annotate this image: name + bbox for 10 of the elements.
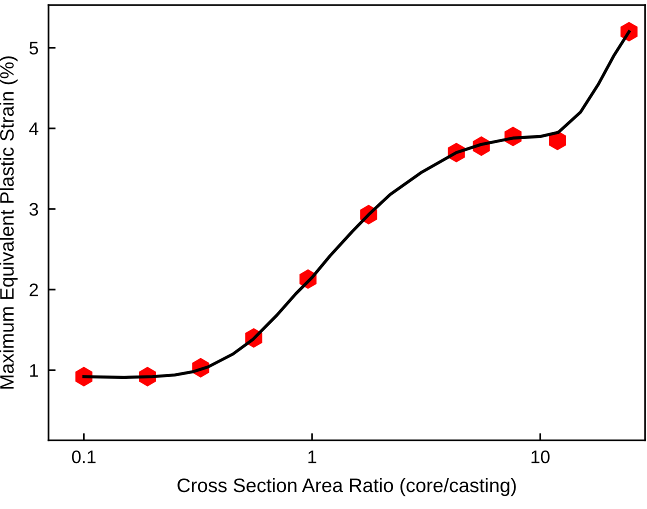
y-tick-label: 5 <box>29 42 38 55</box>
y-tick-label: 3 <box>29 202 38 216</box>
x-axis-title: Cross Section Area Ratio (core/casting) <box>178 478 516 496</box>
y-tick-label: 2 <box>30 284 38 296</box>
y-axis-title: Maximum Equivalent Plastic Strain (%) <box>0 56 18 389</box>
x-tick-label: 1 <box>308 450 316 464</box>
x-tick-label: 0.1 <box>72 450 96 464</box>
y-tick-label: 4 <box>29 122 38 135</box>
y-tick-label: 1 <box>30 364 38 377</box>
x-tick-label: 10 <box>532 450 550 464</box>
